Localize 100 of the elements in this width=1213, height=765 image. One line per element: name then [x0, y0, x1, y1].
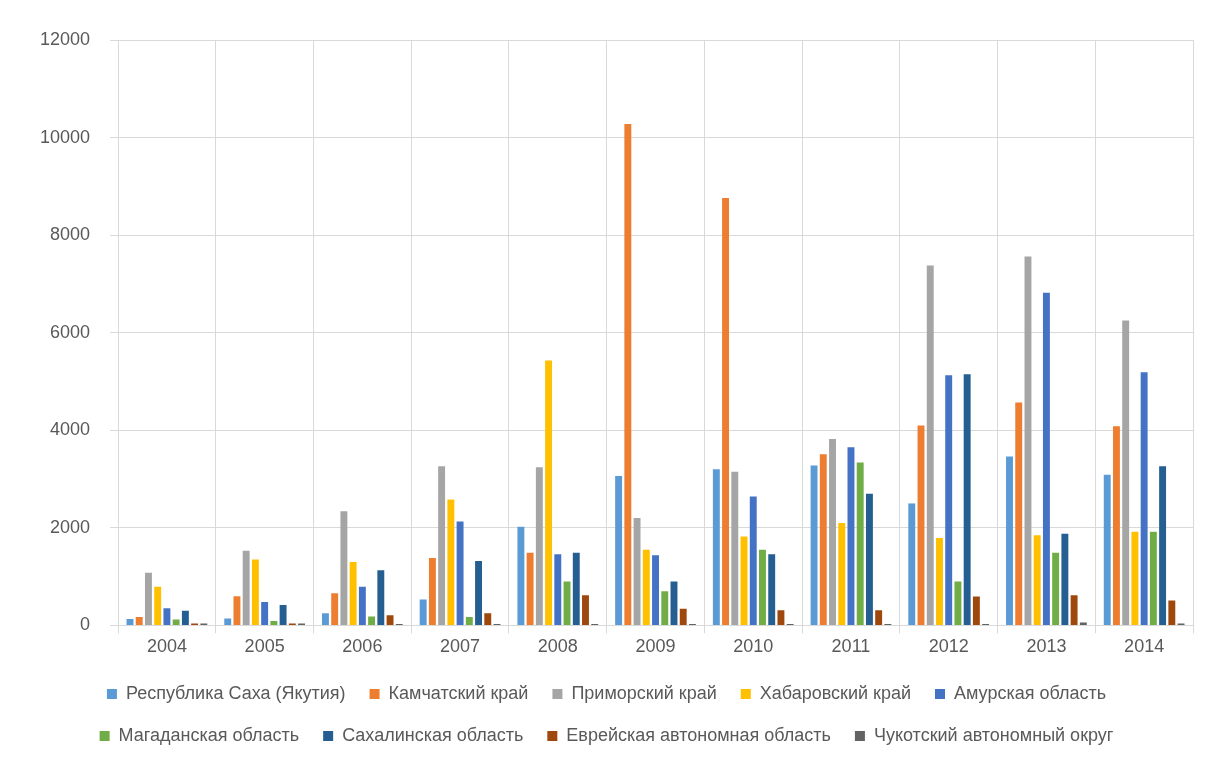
bar	[875, 610, 883, 625]
bar	[661, 591, 669, 625]
bar	[270, 621, 278, 625]
bar	[954, 581, 962, 625]
x-tick-label: 2010	[733, 636, 774, 657]
y-tick-label: 2000	[50, 516, 91, 537]
bar	[447, 499, 455, 625]
bar	[331, 593, 339, 625]
bar	[963, 374, 971, 625]
bar	[484, 613, 492, 625]
bar	[722, 198, 730, 625]
bar	[810, 465, 818, 625]
bar	[865, 493, 873, 625]
bar	[819, 454, 827, 625]
bar	[181, 610, 189, 625]
bar	[428, 558, 436, 625]
bar	[261, 601, 269, 625]
bar	[419, 599, 427, 625]
bar	[908, 503, 916, 625]
y-tick-label: 6000	[50, 321, 91, 342]
bar	[1042, 292, 1050, 625]
bar	[1131, 531, 1139, 625]
bar	[172, 619, 180, 625]
legend-label: Приморский край	[571, 682, 717, 703]
bar	[233, 596, 241, 625]
x-tick-label: 2006	[342, 636, 383, 657]
x-tick-label: 2007	[440, 636, 481, 657]
bar	[358, 586, 366, 625]
legend-label: Камчатский край	[388, 682, 529, 703]
bar	[768, 554, 776, 625]
bar	[829, 439, 836, 625]
bar	[321, 613, 329, 625]
bar	[377, 570, 385, 625]
x-tick-label: 2012	[928, 636, 969, 657]
y-tick-label: 8000	[50, 224, 91, 245]
bar	[1159, 466, 1167, 625]
y-tick-label: 12000	[39, 28, 91, 49]
y-tick-label: 0	[80, 614, 91, 635]
bar	[731, 471, 739, 625]
bar	[145, 572, 152, 625]
x-tick-label: 2011	[831, 636, 871, 657]
bar	[936, 538, 943, 625]
bar	[1103, 474, 1111, 625]
bar	[386, 615, 394, 625]
bar	[1079, 622, 1087, 625]
bar	[926, 265, 934, 625]
bar	[838, 522, 846, 625]
bar	[1015, 402, 1023, 625]
bar	[1070, 595, 1078, 625]
bar	[749, 496, 757, 625]
bar	[1052, 552, 1060, 625]
bar	[438, 466, 446, 625]
bar	[1122, 320, 1130, 625]
bar	[163, 608, 171, 625]
bar	[279, 604, 287, 625]
legend-label: Магаданская область	[118, 724, 300, 745]
bar	[1024, 256, 1032, 625]
bar	[456, 521, 464, 625]
bar	[945, 375, 953, 625]
bar	[642, 549, 650, 625]
x-tick-label: 2013	[1026, 636, 1067, 657]
y-tick-label: 10000	[39, 126, 91, 147]
bar	[1140, 372, 1148, 625]
bar	[633, 518, 641, 625]
bar	[572, 552, 580, 625]
x-tick-label: 2008	[537, 636, 578, 657]
bar	[349, 561, 357, 625]
x-tick-label: 2014	[1124, 636, 1165, 657]
legend-label: Сахалинская область	[342, 724, 524, 745]
bar	[242, 550, 250, 625]
bar	[1061, 533, 1069, 625]
bar	[340, 511, 348, 625]
bar	[1033, 535, 1041, 625]
bar	[1168, 600, 1176, 625]
bar	[856, 462, 864, 625]
legend-label: Амурская область	[954, 682, 1107, 703]
bar	[465, 617, 473, 625]
bar	[1006, 456, 1013, 625]
bar	[582, 595, 589, 625]
legend-label: Еврейская автономная область	[566, 724, 831, 745]
bar	[545, 360, 553, 625]
bar	[1149, 531, 1157, 625]
bar	[712, 469, 720, 625]
bar	[615, 476, 623, 625]
legend-label: Республика Саха (Якутия)	[125, 682, 346, 703]
bar	[154, 586, 162, 625]
bar	[624, 123, 632, 625]
bar	[535, 467, 543, 625]
legend-label: Хабаровский край	[759, 682, 912, 703]
x-tick-label: 2009	[635, 636, 676, 657]
bar	[368, 616, 376, 625]
bar	[759, 549, 766, 625]
y-tick-label: 4000	[50, 419, 91, 440]
bar	[652, 555, 659, 625]
bar	[972, 596, 980, 625]
bar	[251, 559, 259, 625]
bar	[135, 617, 143, 625]
bar	[777, 610, 785, 625]
bar	[554, 554, 562, 625]
bar	[526, 552, 534, 625]
